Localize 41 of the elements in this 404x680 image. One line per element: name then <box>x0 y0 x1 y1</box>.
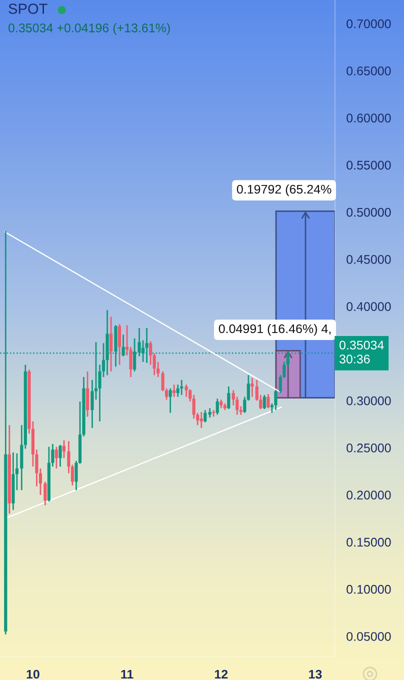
y-tick-label: 0.20000 <box>346 490 391 500</box>
candlestick <box>200 411 203 429</box>
ref-line-label: 0.35034 30:36 <box>339 340 384 364</box>
y-tick-label: 0.25000 <box>346 444 391 452</box>
candlestick <box>44 480 47 506</box>
candlestick <box>62 440 66 459</box>
candlestick <box>176 384 180 398</box>
candlestick <box>262 394 266 410</box>
x-tick-label: 10 <box>26 670 40 679</box>
band-label: 0.19792 (65.24% <box>236 184 332 196</box>
y-tick-label: 0.30000 <box>346 396 391 406</box>
candlestick <box>54 446 58 470</box>
candlestick <box>274 390 278 411</box>
candlestick <box>250 377 254 398</box>
y-tick-label: 0.50000 <box>346 208 391 217</box>
x-tick-label: 13 <box>309 670 322 679</box>
candlestick <box>204 409 207 423</box>
candlestick <box>86 370 90 418</box>
y-tick-label: 0.55000 <box>346 160 391 170</box>
candlestick <box>180 379 184 396</box>
y-tick-label: 0.05000 <box>346 632 391 641</box>
y-tick-label: 0.60000 <box>346 114 391 122</box>
candlestick <box>168 388 172 414</box>
y-tick-label: 0.40000 <box>346 302 391 311</box>
y-tick-label: 0.15000 <box>346 538 391 547</box>
text: 0.35034 +0.04196 (+13.61%) <box>8 23 170 35</box>
candlestick <box>109 316 113 372</box>
y-tick-label: 0.65000 <box>346 66 391 76</box>
candlestick <box>58 444 62 468</box>
candlestick <box>216 398 219 416</box>
y-tick-label: 0.10000 <box>346 584 391 594</box>
y-tick-label: 0.70000 <box>346 19 391 28</box>
chart-title: SPOT <box>8 4 48 14</box>
y-tick-label: 0.45000 <box>346 255 391 264</box>
band-label: 0.04991 (16.46%) 4, <box>218 324 331 336</box>
x-tick-label: 11 <box>121 670 134 679</box>
candlestick <box>227 386 230 410</box>
candlestick <box>172 384 176 398</box>
x-tick-label: 12 <box>214 670 228 679</box>
candlestick <box>266 393 270 409</box>
candlestick <box>118 324 122 366</box>
